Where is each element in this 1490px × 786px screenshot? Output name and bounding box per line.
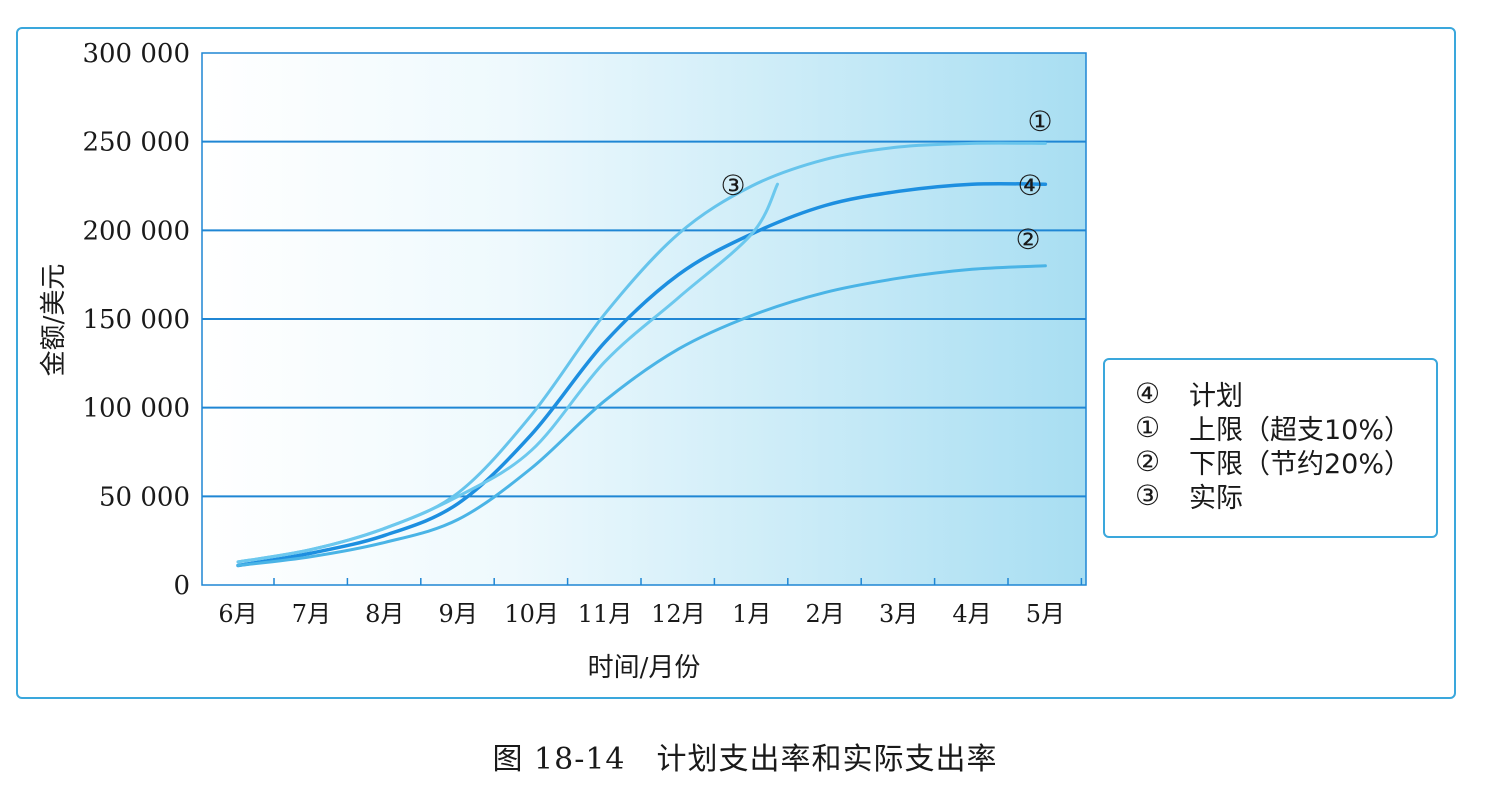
- gridlines: [202, 140, 1086, 498]
- legend-item: ① 上限（超支10%）: [1135, 410, 1436, 446]
- x-tick-label: 9月: [439, 600, 478, 628]
- y-tick-label: 100 000: [82, 394, 190, 424]
- legend-marker: ④: [1135, 376, 1161, 410]
- x-tick-label: 10月: [504, 600, 559, 628]
- y-tick-label: 50 000: [99, 482, 190, 512]
- series-tag: ③: [720, 169, 745, 202]
- x-tick-label: 2月: [806, 600, 845, 628]
- x-tick-label: 1月: [732, 600, 771, 628]
- y-tick-labels: 0 50 000 100 000 150 000 200 000 250 000 300 0…: [82, 39, 190, 601]
- series-line: [236, 181, 1048, 568]
- legend: ④ 计划 ① 上限（超支10%） ② 下限（节约20%） ③ 实际: [1103, 358, 1438, 538]
- x-tick-label: 11月: [578, 600, 633, 628]
- y-tick-label: 200 000: [82, 216, 190, 246]
- legend-marker: ①: [1135, 410, 1161, 444]
- x-tick-label: 7月: [292, 600, 331, 628]
- x-axis-title: 时间/月份: [588, 653, 701, 683]
- legend-label: 实际: [1189, 482, 1243, 514]
- x-tick-label: 12月: [651, 600, 706, 628]
- legend-marker: ③: [1135, 478, 1161, 512]
- series-lines: [236, 141, 1048, 568]
- series-tag: ①: [1027, 105, 1052, 138]
- legend-item: ② 下限（节约20%）: [1135, 444, 1436, 480]
- legend-marker: ②: [1135, 444, 1161, 478]
- legend-label: 计划: [1189, 380, 1243, 412]
- y-tick-label: 300 000: [82, 39, 190, 69]
- figure-caption: 图 18-14 计划支出率和实际支出率: [492, 742, 998, 777]
- y-tick-label: 0: [173, 571, 190, 601]
- y-tick-label: 250 000: [82, 128, 190, 158]
- legend-item: ③ 实际: [1135, 478, 1436, 514]
- x-tick-label: 8月: [365, 600, 404, 628]
- series-tags: ④ ① ② ③: [720, 105, 1052, 256]
- series-tag: ④: [1017, 169, 1042, 202]
- legend-label: 上限（超支10%）: [1189, 414, 1412, 446]
- series-line: [236, 264, 1047, 567]
- x-tick-label: 4月: [952, 600, 991, 628]
- y-axis-title: 金额/美元: [39, 264, 69, 377]
- series-line: [236, 182, 779, 564]
- figure-frame: [16, 27, 1456, 699]
- legend-label: 下限（节约20%）: [1189, 448, 1412, 480]
- x-tick-label: 6月: [218, 600, 257, 628]
- x-tick-label: 5月: [1026, 600, 1065, 628]
- legend-item: ④ 计划: [1135, 376, 1436, 412]
- series-tag: ②: [1015, 223, 1040, 256]
- x-tick-label: 3月: [879, 600, 918, 628]
- y-tick-label: 150 000: [82, 305, 190, 335]
- x-tick-labels: 6月 7月 8月 9月 10月 11月 12月 1月 2月 3月 4月 5月: [218, 578, 1083, 628]
